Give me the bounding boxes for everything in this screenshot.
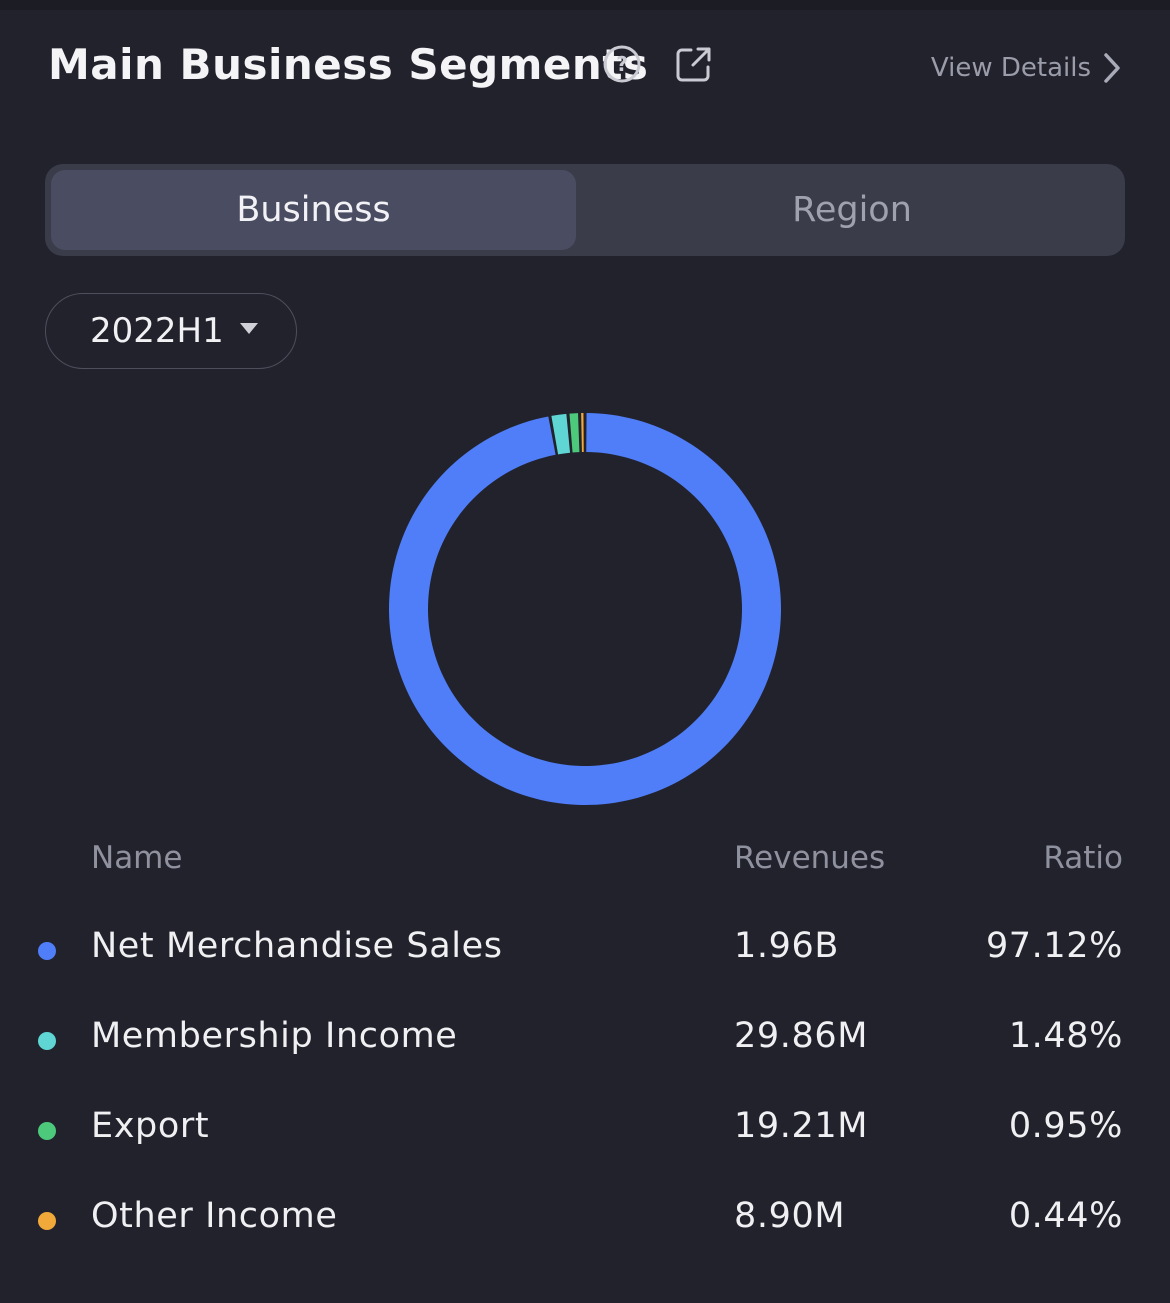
row-name: Other Income <box>91 1196 338 1236</box>
view-details-link[interactable]: View Details <box>931 48 1123 88</box>
row-revenues: 29.86M <box>734 1016 868 1056</box>
row-ratio: 97.12% <box>985 926 1123 966</box>
slice-export[interactable] <box>569 413 580 453</box>
table-row[interactable]: Net Merchandise Sales 1.96B 97.12% <box>0 922 1170 982</box>
column-header-ratio: Ratio <box>1043 840 1123 876</box>
legend-dot <box>38 1122 56 1140</box>
share-icon[interactable] <box>674 44 714 84</box>
table-row[interactable]: Export 19.21M 0.95% <box>0 1102 1170 1162</box>
slice-net-merchandise-sales[interactable] <box>389 413 781 805</box>
svg-text:?: ? <box>616 52 628 76</box>
row-revenues: 1.96B <box>734 926 839 966</box>
row-ratio: 1.48% <box>1008 1016 1123 1056</box>
row-ratio: 0.44% <box>1008 1196 1123 1236</box>
tab-business[interactable]: Business <box>51 170 576 250</box>
period-label: 2022H1 <box>90 311 224 351</box>
column-header-name: Name <box>91 840 183 876</box>
section-header: Main Business Segments ? View Details <box>48 38 1123 100</box>
legend-dot <box>38 942 56 960</box>
help-icon[interactable]: ? <box>602 44 642 84</box>
chevron-right-icon <box>1104 53 1120 83</box>
view-details-label: View Details <box>930 53 1091 83</box>
row-name: Membership Income <box>91 1016 458 1056</box>
slice-other-income[interactable] <box>581 413 584 453</box>
column-header-revenues: Revenues <box>734 840 886 876</box>
legend-dot <box>38 1032 56 1050</box>
caret-down-icon <box>239 322 258 334</box>
period-dropdown[interactable]: 2022H1 <box>45 293 297 369</box>
donut-chart <box>389 413 781 805</box>
row-ratio: 0.95% <box>1008 1106 1123 1146</box>
top-bar <box>0 0 1170 10</box>
slice-membership-income[interactable] <box>551 413 571 455</box>
tab-region[interactable]: Region <box>792 190 912 230</box>
table-header: Name Revenues Ratio <box>0 840 1170 884</box>
table-row[interactable]: Other Income 8.90M 0.44% <box>0 1192 1170 1252</box>
row-name: Net Merchandise Sales <box>91 926 503 966</box>
row-name: Export <box>91 1106 210 1146</box>
section-title: Main Business Segments <box>48 40 649 89</box>
row-revenues: 8.90M <box>734 1196 846 1236</box>
table-row[interactable]: Membership Income 29.86M 1.48% <box>0 1012 1170 1072</box>
legend-dot <box>38 1212 56 1230</box>
row-revenues: 19.21M <box>734 1106 868 1146</box>
segment-control: Business Region <box>45 164 1125 256</box>
